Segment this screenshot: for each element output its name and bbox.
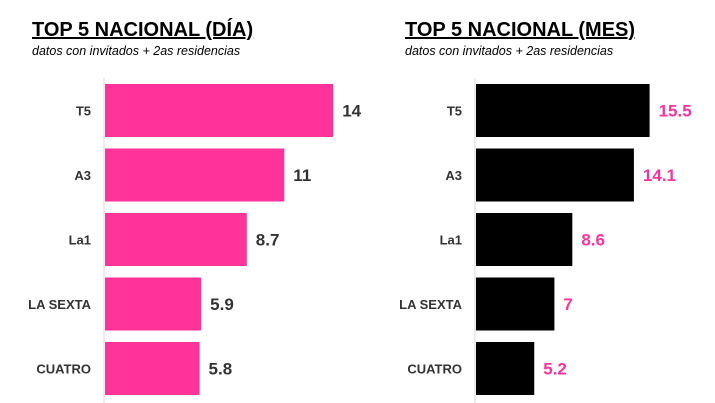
chart-title: TOP 5 NACIONAL (MES) xyxy=(405,19,636,41)
value-label: 14.1 xyxy=(643,166,676,185)
category-label: T5 xyxy=(76,104,91,119)
bar-a3 xyxy=(476,148,634,202)
bar-a3 xyxy=(105,148,285,202)
chart-panel-mes: TOP 5 NACIONAL (MES) datos con invitados… xyxy=(360,0,715,403)
value-label: 15.5 xyxy=(659,102,692,121)
bar-t5 xyxy=(476,84,650,137)
category-label: LA SEXTA xyxy=(28,297,91,312)
category-label: T5 xyxy=(447,104,462,119)
category-label: La1 xyxy=(69,233,91,248)
bar-la1 xyxy=(105,213,247,266)
bar-cuatro xyxy=(105,342,200,395)
chart-subtitle: datos con invitados + 2as residencias xyxy=(32,44,241,58)
value-label: 5.2 xyxy=(543,360,567,379)
category-label: CUATRO xyxy=(407,362,462,377)
chart-title: TOP 5 NACIONAL (DÍA) xyxy=(32,19,254,41)
bar-cuatro xyxy=(476,342,535,395)
category-label: CUATRO xyxy=(36,362,91,377)
category-label: LA SEXTA xyxy=(399,297,462,312)
bar-chart-mes: T5 15.5 A3 14.1 La1 8.6 LA SEXTA 7 CUATRO 5.2 xyxy=(399,78,692,403)
value-label: 8.7 xyxy=(256,231,280,250)
bar-chart-dia: T5 14 A3 11 La1 8.7 LA SEXTA 5.9 CUATRO 5.8 xyxy=(28,78,362,403)
value-label: 11 xyxy=(293,166,311,185)
value-label: 5.9 xyxy=(210,295,234,314)
bar-t5 xyxy=(105,84,334,137)
value-label: 14 xyxy=(342,102,361,121)
category-label: A3 xyxy=(445,168,462,183)
category-label: A3 xyxy=(74,168,91,183)
bar-la-sexta xyxy=(476,277,555,331)
category-label: La1 xyxy=(440,233,462,248)
chart-subtitle: datos con invitados + 2as residencias xyxy=(405,44,614,58)
chart-panel-dia: TOP 5 NACIONAL (DÍA) datos con invitados… xyxy=(28,19,362,403)
value-label: 7 xyxy=(563,295,572,314)
bar-la1 xyxy=(476,213,573,266)
value-label: 8.6 xyxy=(581,231,605,250)
value-label: 5.8 xyxy=(209,360,233,379)
bar-la-sexta xyxy=(105,277,202,331)
